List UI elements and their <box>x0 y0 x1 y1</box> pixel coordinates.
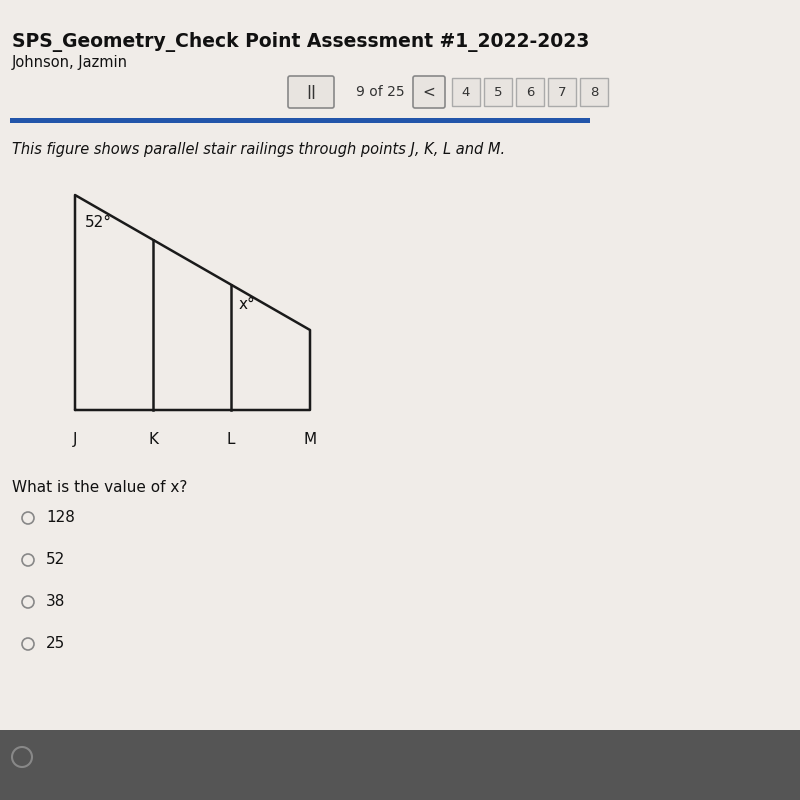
Text: K: K <box>148 432 158 447</box>
Text: 52: 52 <box>46 553 66 567</box>
FancyBboxPatch shape <box>580 78 608 106</box>
Text: L: L <box>226 432 235 447</box>
Text: This figure shows parallel stair railings through points J, K, L and M.: This figure shows parallel stair railing… <box>12 142 505 157</box>
FancyBboxPatch shape <box>413 76 445 108</box>
Text: 38: 38 <box>46 594 66 610</box>
Text: What is the value of x?: What is the value of x? <box>12 480 187 495</box>
Text: 6: 6 <box>526 86 534 98</box>
Text: 9 of 25: 9 of 25 <box>356 85 404 99</box>
Text: Johnson, Jazmin: Johnson, Jazmin <box>12 55 128 70</box>
Text: J: J <box>73 432 78 447</box>
Text: M: M <box>303 432 317 447</box>
FancyBboxPatch shape <box>484 78 512 106</box>
Text: SPS_Geometry_Check Point Assessment #1_2022-2023: SPS_Geometry_Check Point Assessment #1_2… <box>12 32 590 52</box>
FancyBboxPatch shape <box>288 76 334 108</box>
FancyBboxPatch shape <box>516 78 544 106</box>
FancyBboxPatch shape <box>10 118 590 123</box>
Text: 7: 7 <box>558 86 566 98</box>
FancyBboxPatch shape <box>452 78 480 106</box>
Text: 4: 4 <box>462 86 470 98</box>
Text: ||: || <box>306 85 316 99</box>
Text: 128: 128 <box>46 510 75 526</box>
Text: 5: 5 <box>494 86 502 98</box>
FancyBboxPatch shape <box>548 78 576 106</box>
Text: 8: 8 <box>590 86 598 98</box>
Text: <: < <box>422 85 435 99</box>
FancyBboxPatch shape <box>0 730 800 800</box>
Text: x°: x° <box>239 297 256 312</box>
Text: 25: 25 <box>46 637 66 651</box>
Text: 52°: 52° <box>85 215 112 230</box>
FancyBboxPatch shape <box>0 0 800 730</box>
